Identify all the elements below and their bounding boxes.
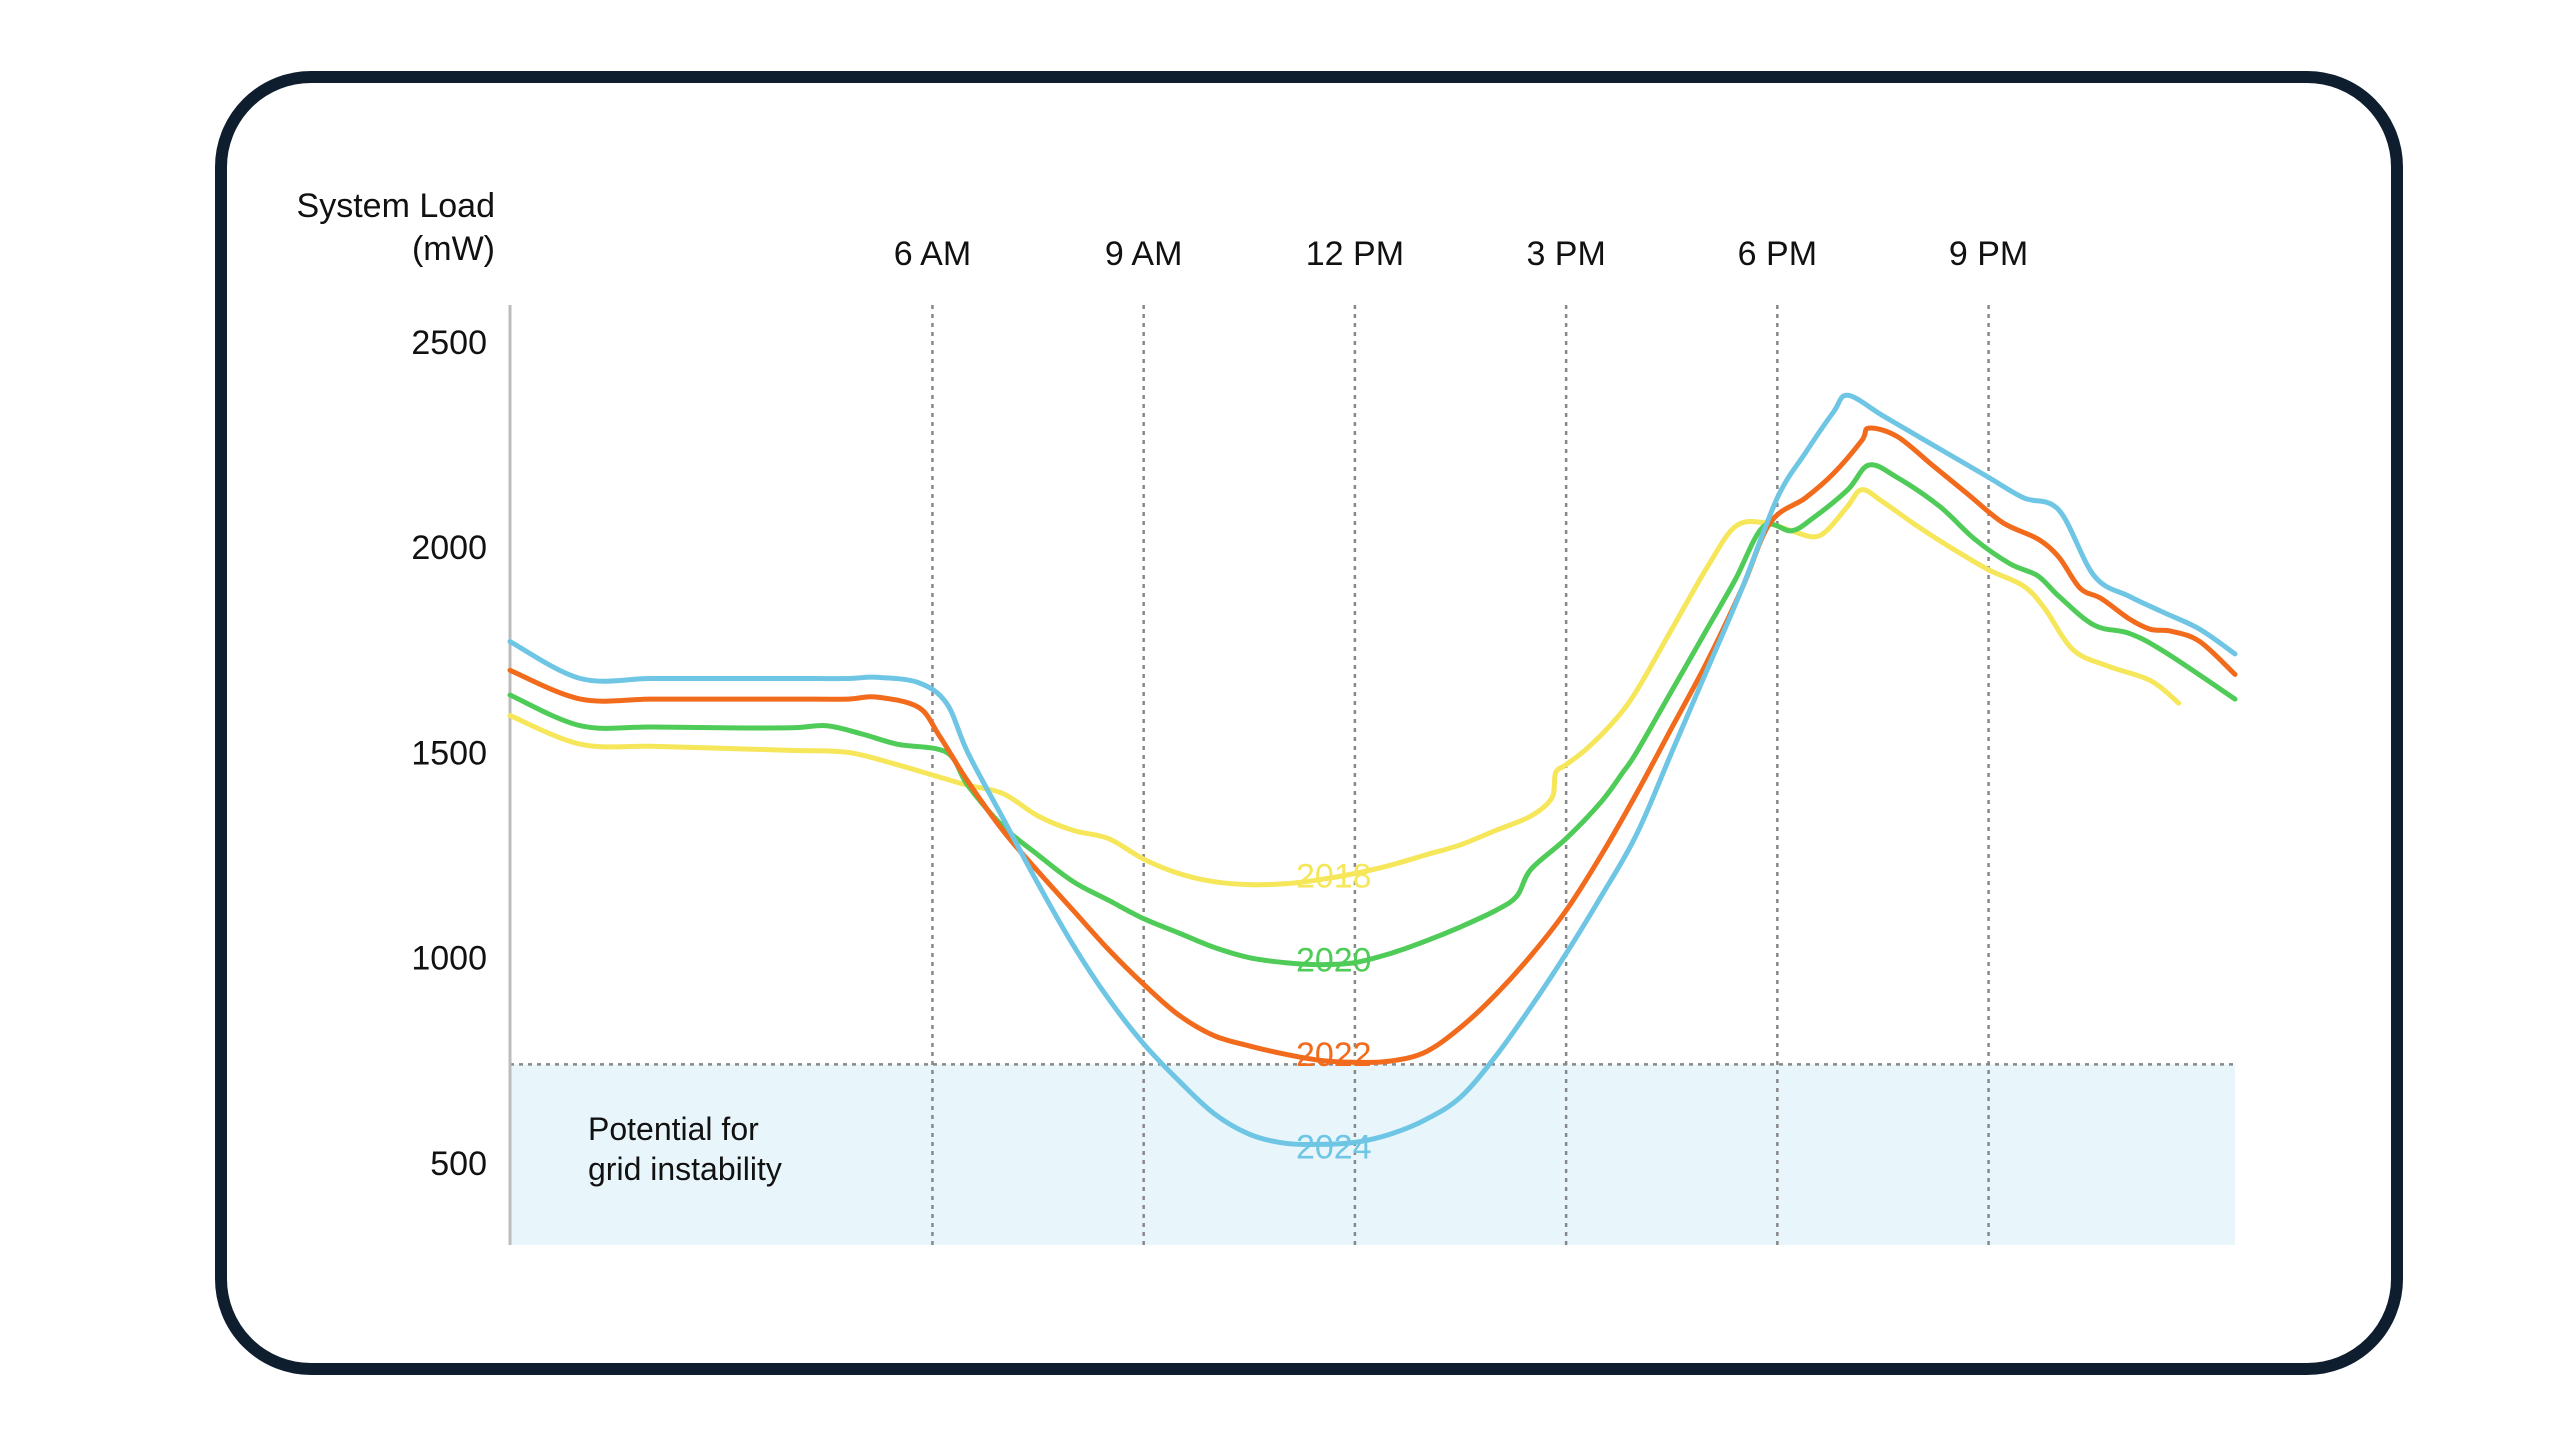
x-tick-label: 6 AM — [894, 235, 971, 273]
threshold-label-line1: Potential for — [588, 1111, 759, 1147]
x-tick-label: 9 PM — [1949, 235, 2028, 273]
series-label-2020: 2020 — [1296, 942, 1372, 980]
series-label-2024: 2024 — [1296, 1128, 1372, 1166]
grid-instability-band — [510, 1064, 2235, 1245]
card-frame — [215, 71, 2403, 1375]
series-line-2022 — [507, 425, 2238, 1065]
x-tick-label: 3 PM — [1526, 235, 1605, 273]
y-tick-label: 1500 — [411, 734, 487, 772]
series-line-2024 — [507, 392, 2238, 1148]
series-line-2020 — [507, 462, 2238, 968]
y-tick-label: 2000 — [411, 529, 487, 567]
series-label-2022: 2022 — [1296, 1036, 1372, 1074]
x-tick-label: 12 PM — [1306, 235, 1404, 273]
y-axis-title-line1: System Load — [297, 187, 495, 225]
y-axis-title-line2: (mW) — [412, 230, 495, 268]
y-tick-label: 500 — [430, 1145, 487, 1183]
series-label-2018: 2018 — [1296, 858, 1372, 896]
y-tick-label: 2500 — [411, 324, 487, 362]
y-tick-label: 1000 — [411, 940, 487, 978]
threshold-label-line2: grid instability — [588, 1151, 782, 1187]
x-tick-label: 6 PM — [1738, 235, 1817, 273]
x-tick-label: 9 AM — [1105, 235, 1182, 273]
